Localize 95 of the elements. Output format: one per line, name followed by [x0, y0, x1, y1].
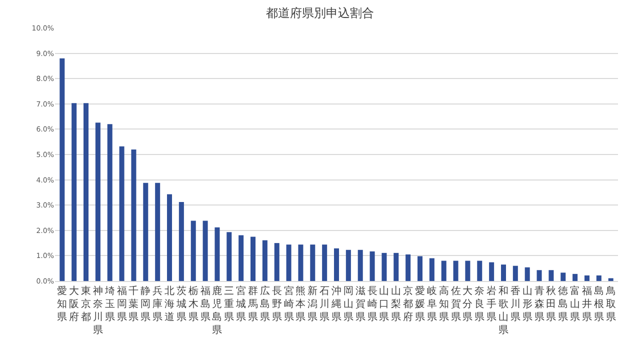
bar: [60, 58, 65, 281]
x-tick-label: 香川県: [510, 285, 520, 323]
bar: [536, 270, 542, 281]
bar: [286, 244, 292, 281]
x-tick-label: 埼玉県: [104, 285, 115, 323]
x-tick-label: 宮崎県: [284, 285, 294, 323]
bar: [417, 256, 422, 281]
bar: [500, 264, 506, 281]
x-tick-label: 山梨県: [391, 285, 402, 323]
bar: [214, 227, 220, 281]
x-tick-label: 北海道: [164, 285, 175, 323]
x-tick-label: 高知県: [438, 285, 449, 323]
bar: [512, 266, 518, 281]
bar: [453, 260, 458, 281]
x-tick-label: 秋田県: [546, 285, 556, 323]
bar: [370, 251, 375, 281]
x-tick-label: 滋賀県: [355, 285, 366, 323]
bar: [465, 260, 470, 281]
bar: [262, 240, 268, 281]
x-tick-label: 長野県: [272, 286, 282, 323]
bar: [429, 258, 434, 281]
bar: [346, 250, 351, 281]
x-tick-label: 長崎県: [367, 286, 378, 323]
x-tick-label: 島根県: [594, 285, 604, 323]
x-tick-label: 大分県: [462, 285, 473, 323]
x-tick-label: 熊本県: [296, 285, 306, 323]
x-tick-label: 山口県: [379, 285, 390, 323]
x-tick-label: 鹿児島県: [212, 285, 222, 336]
bar: [441, 260, 446, 281]
x-tick-label: 京都府: [403, 285, 414, 323]
bar: [202, 220, 208, 281]
x-tick-label: 福井県: [582, 285, 592, 323]
x-tick-label: 富山県: [570, 285, 580, 323]
x-tick-label: 奈良県: [474, 286, 485, 323]
bar: [238, 235, 244, 281]
bar: [143, 182, 148, 281]
x-tick-label: 茨城県: [175, 285, 186, 323]
x-tick-label: 栃木県: [188, 285, 198, 323]
bar: [190, 220, 196, 281]
bar: [477, 260, 482, 281]
bar: [226, 232, 232, 281]
bar: [119, 146, 124, 281]
x-tick-label: 福岡県: [116, 285, 127, 323]
bar: [167, 194, 172, 281]
bar: [322, 244, 328, 281]
x-tick-label: 徳島県: [558, 286, 568, 323]
chart-title: 都道府県別申込割合: [266, 6, 374, 20]
bar: [310, 244, 316, 281]
bar: [274, 243, 280, 281]
bar: [608, 278, 614, 281]
x-tick-label: 山形県: [522, 285, 532, 323]
bar: [358, 250, 363, 281]
x-tick-label: 愛知県: [57, 285, 68, 323]
x-tick-label: 福島県: [200, 285, 210, 323]
bar: [596, 275, 602, 281]
bar: [95, 122, 100, 281]
bar: [298, 244, 304, 281]
x-tick-label: 佐賀県: [450, 286, 461, 323]
bar: [572, 274, 578, 281]
x-tick-label: 新潟県: [308, 285, 318, 323]
bar: [394, 252, 399, 281]
bar: [524, 267, 530, 281]
bar: [155, 182, 160, 281]
x-tick-label: 沖縄県: [330, 285, 342, 323]
x-tick-label: 和歌山県: [498, 285, 508, 336]
bar: [107, 124, 112, 281]
x-tick-label: 岐阜県: [426, 285, 437, 323]
bar: [489, 262, 494, 281]
x-tick-label: 岡山県: [343, 286, 354, 323]
x-tick-label: 宮城県: [235, 285, 246, 323]
x-tick-label: 群馬県: [247, 285, 258, 323]
bar: [548, 270, 554, 281]
bar: [178, 202, 184, 281]
bar: [250, 236, 256, 281]
bar: [382, 252, 387, 281]
x-tick-label: 広島県: [260, 285, 270, 323]
x-tick-label: 岩手県: [486, 285, 497, 323]
bar: [560, 272, 566, 281]
x-tick-label: 東京都: [81, 285, 92, 323]
x-tick-label: 三重県: [224, 286, 234, 323]
x-tick-label: 愛媛県: [415, 285, 425, 323]
bar: [72, 103, 77, 281]
bar: [84, 103, 89, 281]
x-tick-label: 静岡県: [140, 285, 151, 323]
x-tick-label: 鳥取県: [604, 285, 616, 323]
x-tick-label: 大阪府: [69, 285, 80, 323]
x-tick-label: 神奈川県: [92, 285, 103, 336]
x-tick-label: 兵庫県: [152, 285, 163, 323]
x-tick-label: 青森県: [534, 285, 544, 323]
bar: [406, 254, 411, 281]
bar: [584, 275, 590, 281]
bar: [334, 248, 339, 281]
x-tick-label: 千葉県: [128, 285, 139, 323]
bar: [131, 149, 136, 281]
x-tick-label: 石川県: [320, 286, 330, 323]
